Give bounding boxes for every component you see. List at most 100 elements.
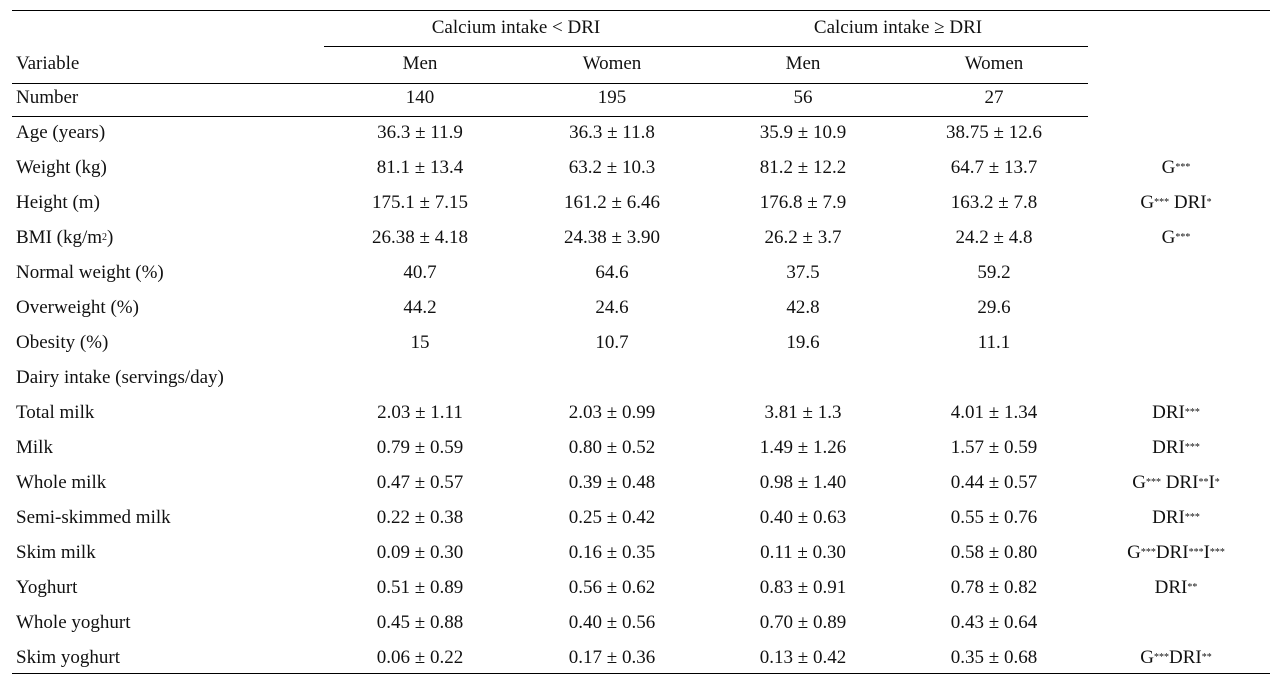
significance-cell: G*** [1162, 227, 1191, 249]
cell-women-below: 195 [597, 87, 627, 108]
row-label: Obesity (%) [16, 332, 108, 354]
cell-men-above: 0.70 ± 0.89 [759, 612, 847, 633]
row-label-text: Total milk [16, 402, 95, 423]
women-header-above: Women [964, 53, 1024, 74]
cell-women-above: 4.01 ± 1.34 [950, 402, 1038, 423]
cell-women-above: 64.7 ± 13.7 [950, 157, 1038, 178]
cell-women-above: 0.78 ± 0.82 [950, 577, 1038, 598]
cell-men-above: 0.11 ± 0.30 [760, 542, 846, 563]
row-label-suffix: ) [107, 227, 114, 248]
row-label: Dairy intake (servings/day) [16, 367, 224, 389]
cell-men-above: 0.13 ± 0.42 [759, 647, 847, 668]
row-label: Total milk [16, 402, 94, 424]
cell-men-below: 81.1 ± 13.4 [376, 157, 464, 178]
cell-women-above: 0.35 ± 0.68 [950, 647, 1038, 668]
cell-women-below: 10.7 [595, 332, 629, 353]
significance-cell: G***DRI** [1140, 647, 1211, 669]
significance-term: DRI [1152, 507, 1185, 528]
significance-term: G [1161, 157, 1176, 178]
significance-term: G [1127, 542, 1141, 563]
significance-level: *** [1209, 547, 1225, 558]
cell-men-below: 15 [410, 332, 430, 353]
row-label-text: Normal weight (%) [16, 262, 164, 283]
cell-women-above: 38.75 ± 12.6 [946, 122, 1042, 143]
significance-level: *** [1184, 442, 1200, 453]
significance-level: *** [1184, 512, 1200, 523]
cell-women-above: 59.2 [977, 262, 1011, 283]
row-label-text: Whole yoghurt [16, 612, 131, 633]
row-label: Weight (kg) [16, 157, 107, 179]
row-label: Age (years) [16, 122, 105, 144]
row-label-text: Dairy intake (servings/day) [16, 367, 224, 388]
significance-term: DRI [1152, 402, 1185, 423]
cell-women-above: 0.44 ± 0.57 [950, 472, 1038, 493]
significance-term: DRI [1154, 577, 1188, 598]
cell-women-above: 1.57 ± 0.59 [950, 437, 1038, 458]
row-label-text: Height (m) [16, 192, 100, 213]
significance-term: I [1203, 542, 1210, 563]
cell-men-below: 0.09 ± 0.30 [376, 542, 464, 563]
cell-men-below: 40.7 [403, 262, 437, 283]
cell-women-above: 29.6 [977, 297, 1011, 318]
significance-level: ** [1198, 477, 1209, 488]
row-label: Skim yoghurt [16, 647, 120, 669]
significance-cell: DRI*** [1152, 437, 1200, 459]
cell-men-below: 0.79 ± 0.59 [376, 437, 464, 458]
group-header-below-dri: Calcium intake < DRI [431, 17, 601, 38]
cell-women-below: 161.2 ± 6.46 [564, 192, 660, 213]
row-label-text: Milk [16, 437, 53, 458]
cell-men-above: 176.8 ± 7.9 [759, 192, 847, 213]
cell-women-above: 24.2 ± 4.8 [955, 227, 1033, 248]
row-label: BMI (kg/m2) [16, 227, 113, 249]
cell-men-below: 140 [405, 87, 435, 108]
row-label: Whole yoghurt [16, 612, 131, 634]
significance-term: G [1140, 192, 1155, 213]
row-label: Yoghurt [16, 577, 77, 599]
men-header-below: Men [402, 53, 438, 74]
row-label: Milk [16, 437, 53, 459]
number-bottom-rule [12, 116, 1088, 117]
significance-level: *** [1140, 547, 1156, 558]
row-label-superscript: 2 [102, 232, 108, 243]
cell-men-above: 0.98 ± 1.40 [759, 472, 847, 493]
group-left-rule [324, 46, 708, 47]
row-label-text: Obesity (%) [16, 332, 109, 353]
cell-men-below: 0.22 ± 0.38 [376, 507, 464, 528]
row-label-text: Yoghurt [16, 577, 78, 598]
men-header-above: Men [785, 53, 821, 74]
bottom-rule [12, 673, 1270, 674]
cell-men-below: 44.2 [403, 297, 437, 318]
significance-level: *** [1145, 477, 1161, 488]
cell-women-below: 0.40 ± 0.56 [568, 612, 656, 633]
significance-term: DRI [1152, 437, 1185, 458]
row-label-text: BMI (kg/m [16, 227, 103, 248]
cell-men-below: 175.1 ± 7.15 [372, 192, 468, 213]
row-label: Overweight (%) [16, 297, 139, 319]
significance-term: DRI [1169, 192, 1207, 213]
cell-men-above: 0.83 ± 0.91 [759, 577, 847, 598]
cell-women-above: 11.1 [977, 332, 1011, 353]
significance-level: *** [1154, 652, 1169, 663]
row-label: Skim milk [16, 542, 96, 564]
cell-women-below: 0.56 ± 0.62 [568, 577, 656, 598]
significance-level: *** [1175, 162, 1191, 173]
cell-men-below: 0.47 ± 0.57 [376, 472, 464, 493]
significance-cell: G*** DRI* [1140, 192, 1211, 214]
significance-cell: DRI*** [1152, 402, 1200, 424]
significance-level: *** [1154, 197, 1170, 208]
row-label-text: Skim milk [16, 542, 96, 563]
cell-women-below: 0.16 ± 0.35 [568, 542, 656, 563]
cell-men-below: 36.3 ± 11.9 [377, 122, 463, 143]
cell-men-above: 26.2 ± 3.7 [764, 227, 842, 248]
row-label: Height (m) [16, 192, 100, 214]
cell-men-above: 56 [793, 87, 813, 108]
significance-level: ** [1201, 652, 1212, 663]
cell-men-above: 3.81 ± 1.3 [764, 402, 842, 423]
significance-level: * [1206, 197, 1212, 208]
cell-women-above: 0.43 ± 0.64 [950, 612, 1038, 633]
significance-level: *** [1175, 232, 1191, 243]
cell-men-below: 0.51 ± 0.89 [376, 577, 464, 598]
cell-women-below: 24.38 ± 3.90 [564, 227, 660, 248]
significance-term: G [1140, 647, 1154, 668]
row-label: Whole milk [16, 472, 106, 494]
